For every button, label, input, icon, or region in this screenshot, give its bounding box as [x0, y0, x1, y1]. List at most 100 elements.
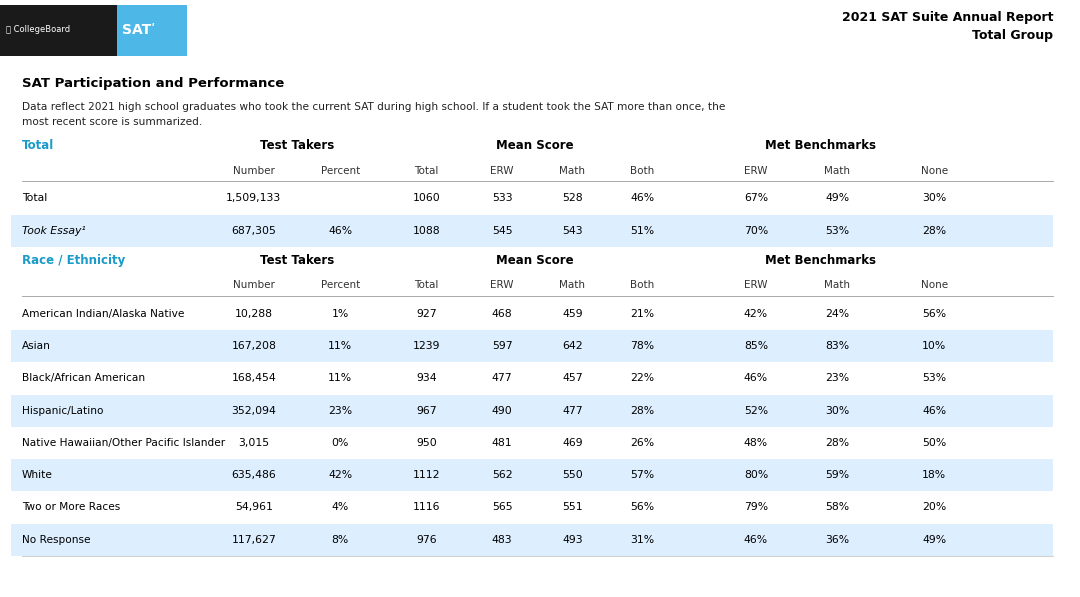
- Text: 26%: 26%: [631, 438, 654, 448]
- Text: 23%: 23%: [328, 406, 352, 416]
- Text: 58%: 58%: [825, 503, 849, 512]
- Text: 483: 483: [491, 535, 513, 544]
- Text: 48%: 48%: [744, 438, 768, 448]
- Text: 457: 457: [562, 374, 583, 383]
- Text: 79%: 79%: [744, 503, 768, 512]
- Text: 493: 493: [562, 535, 583, 544]
- Text: Test Takers: Test Takers: [260, 254, 334, 267]
- Text: 23%: 23%: [825, 374, 849, 383]
- Text: 976: 976: [416, 535, 437, 544]
- Text: 167,208: 167,208: [231, 341, 276, 351]
- Text: Total: Total: [415, 281, 438, 290]
- Text: 50%: 50%: [922, 438, 946, 448]
- Text: 481: 481: [491, 438, 513, 448]
- Text: 28%: 28%: [922, 226, 946, 236]
- Text: 352,094: 352,094: [231, 406, 276, 416]
- Text: 49%: 49%: [825, 193, 849, 203]
- Text: SAT Participation and Performance: SAT Participation and Performance: [22, 77, 284, 90]
- Text: 52%: 52%: [744, 406, 768, 416]
- Text: White: White: [22, 470, 53, 480]
- Text: Math: Math: [559, 281, 585, 290]
- Text: No Response: No Response: [22, 535, 90, 544]
- Text: Asian: Asian: [22, 341, 51, 351]
- Text: 543: 543: [562, 226, 583, 236]
- Text: 49%: 49%: [922, 535, 946, 544]
- Text: 533: 533: [491, 193, 513, 203]
- Text: 1116: 1116: [413, 503, 441, 512]
- Text: 168,454: 168,454: [231, 374, 276, 383]
- Text: ⍠ CollegeBoard: ⍠ CollegeBoard: [6, 25, 70, 35]
- Text: Percent: Percent: [321, 166, 360, 176]
- Text: 42%: 42%: [328, 470, 352, 480]
- Text: 4%: 4%: [332, 503, 349, 512]
- Text: 597: 597: [491, 341, 513, 351]
- Text: 85%: 85%: [744, 341, 768, 351]
- Text: 59%: 59%: [825, 470, 849, 480]
- Text: Total: Total: [22, 193, 46, 203]
- Text: SATʹ: SATʹ: [122, 23, 156, 37]
- Text: Mean Score: Mean Score: [496, 254, 573, 267]
- Text: 1239: 1239: [413, 341, 441, 351]
- Text: 1088: 1088: [413, 226, 441, 236]
- Text: 459: 459: [562, 309, 583, 319]
- Text: 46%: 46%: [922, 406, 946, 416]
- Text: 46%: 46%: [744, 535, 768, 544]
- Text: 28%: 28%: [631, 406, 654, 416]
- Text: 46%: 46%: [744, 374, 768, 383]
- Text: 1,509,133: 1,509,133: [226, 193, 282, 203]
- Text: 927: 927: [416, 309, 437, 319]
- Text: 57%: 57%: [631, 470, 654, 480]
- Text: Native Hawaiian/Other Pacific Islander: Native Hawaiian/Other Pacific Islander: [22, 438, 225, 448]
- Text: 967: 967: [416, 406, 437, 416]
- Text: Math: Math: [559, 166, 585, 176]
- Text: Met Benchmarks: Met Benchmarks: [766, 139, 876, 152]
- Text: 80%: 80%: [744, 470, 768, 480]
- Text: ERW: ERW: [744, 166, 768, 176]
- Bar: [117, 5, 187, 56]
- Text: Took Essay¹: Took Essay¹: [22, 226, 85, 236]
- Bar: [11, 214, 1053, 247]
- Text: 1112: 1112: [413, 470, 441, 480]
- Text: 46%: 46%: [631, 193, 654, 203]
- Text: 20%: 20%: [922, 503, 946, 512]
- Text: ERW: ERW: [490, 281, 514, 290]
- Text: 635,486: 635,486: [231, 470, 276, 480]
- Text: Met Benchmarks: Met Benchmarks: [766, 254, 876, 267]
- Text: 53%: 53%: [922, 374, 946, 383]
- Text: 550: 550: [562, 470, 583, 480]
- Text: 687,305: 687,305: [231, 226, 276, 236]
- Text: 56%: 56%: [922, 309, 946, 319]
- Text: 11%: 11%: [328, 374, 352, 383]
- Text: Black/African American: Black/African American: [22, 374, 145, 383]
- Text: Hispanic/Latino: Hispanic/Latino: [22, 406, 103, 416]
- Bar: [11, 330, 1053, 362]
- Text: 24%: 24%: [825, 309, 849, 319]
- Text: 545: 545: [491, 226, 513, 236]
- Text: Math: Math: [824, 166, 850, 176]
- Text: 10%: 10%: [922, 341, 946, 351]
- Text: 83%: 83%: [825, 341, 849, 351]
- Text: Two or More Races: Two or More Races: [22, 503, 120, 512]
- Bar: [11, 395, 1053, 427]
- Text: 70%: 70%: [744, 226, 768, 236]
- Text: American Indian/Alaska Native: American Indian/Alaska Native: [22, 309, 184, 319]
- Text: 30%: 30%: [922, 193, 946, 203]
- Bar: [11, 459, 1053, 491]
- Text: 46%: 46%: [328, 226, 352, 236]
- Text: 468: 468: [491, 309, 513, 319]
- Text: 21%: 21%: [631, 309, 654, 319]
- Text: 477: 477: [491, 374, 513, 383]
- Text: Both: Both: [631, 281, 654, 290]
- Text: 8%: 8%: [332, 535, 349, 544]
- Text: 1060: 1060: [413, 193, 441, 203]
- Text: 642: 642: [562, 341, 583, 351]
- Text: 934: 934: [416, 374, 437, 383]
- Text: 31%: 31%: [631, 535, 654, 544]
- Text: 562: 562: [491, 470, 513, 480]
- Text: Test Takers: Test Takers: [260, 139, 334, 152]
- Text: 469: 469: [562, 438, 583, 448]
- Text: 54,961: 54,961: [234, 503, 273, 512]
- Text: 28%: 28%: [825, 438, 849, 448]
- Text: 3,015: 3,015: [239, 438, 269, 448]
- Text: 42%: 42%: [744, 309, 768, 319]
